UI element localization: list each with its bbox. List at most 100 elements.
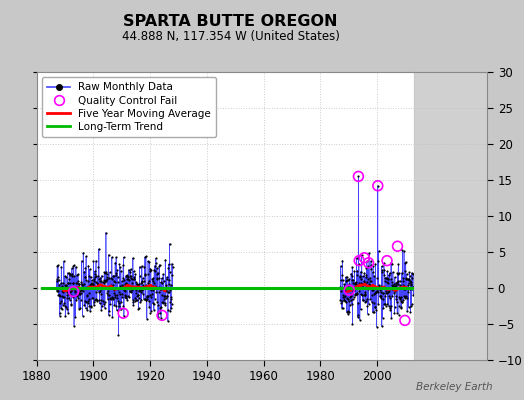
- Point: [337, 277, 345, 284]
- Point: [166, 308, 174, 314]
- Point: [157, 314, 165, 321]
- Point: [123, 273, 131, 280]
- Point: [152, 288, 160, 295]
- Point: [115, 303, 123, 309]
- Point: [146, 310, 155, 316]
- Point: [165, 261, 173, 268]
- Point: [140, 271, 149, 277]
- Point: [396, 295, 404, 302]
- Point: [356, 282, 364, 288]
- Point: [341, 293, 350, 300]
- Point: [162, 282, 170, 288]
- Point: [79, 284, 87, 290]
- Point: [352, 291, 360, 297]
- Point: [147, 294, 156, 300]
- Point: [386, 305, 394, 312]
- Point: [102, 276, 111, 283]
- Point: [369, 287, 377, 294]
- Point: [119, 303, 128, 309]
- Point: [70, 262, 78, 269]
- Point: [158, 300, 167, 306]
- Point: [384, 276, 392, 283]
- Point: [123, 276, 132, 282]
- Point: [92, 296, 101, 302]
- Point: [76, 288, 84, 294]
- Point: [340, 281, 348, 287]
- Point: [70, 322, 78, 329]
- Point: [389, 269, 397, 275]
- Point: [346, 284, 355, 290]
- Point: [151, 255, 160, 262]
- Point: [388, 282, 396, 288]
- Point: [165, 288, 173, 295]
- Point: [398, 299, 406, 305]
- Point: [135, 264, 144, 270]
- Point: [106, 300, 114, 307]
- Point: [156, 309, 164, 316]
- Point: [374, 248, 383, 254]
- Point: [401, 285, 409, 292]
- Point: [363, 303, 372, 309]
- Point: [376, 293, 385, 299]
- Point: [62, 286, 71, 293]
- Point: [398, 270, 406, 276]
- Point: [137, 289, 145, 295]
- Point: [366, 274, 374, 281]
- Point: [387, 260, 396, 267]
- Point: [409, 292, 418, 299]
- Point: [122, 295, 130, 301]
- Point: [97, 297, 105, 303]
- Point: [104, 252, 113, 258]
- Point: [144, 258, 152, 264]
- Point: [82, 293, 91, 299]
- Point: [66, 289, 74, 296]
- Point: [68, 273, 76, 280]
- Point: [346, 302, 354, 309]
- Point: [157, 285, 165, 292]
- Point: [121, 292, 129, 298]
- Point: [374, 258, 382, 264]
- Point: [53, 276, 61, 282]
- Point: [140, 284, 148, 291]
- Point: [379, 301, 388, 307]
- Point: [85, 282, 94, 288]
- Point: [125, 293, 133, 300]
- Point: [339, 277, 347, 283]
- Point: [146, 292, 154, 298]
- Point: [117, 268, 125, 274]
- Point: [91, 271, 100, 277]
- Point: [398, 278, 407, 284]
- Point: [76, 291, 84, 297]
- Point: [120, 276, 128, 283]
- Point: [79, 285, 87, 292]
- Point: [377, 283, 385, 290]
- Point: [93, 298, 101, 304]
- Point: [111, 259, 119, 266]
- Point: [160, 286, 169, 293]
- Point: [58, 293, 67, 299]
- Point: [395, 303, 403, 310]
- Point: [402, 271, 411, 277]
- Point: [109, 272, 117, 279]
- Point: [119, 313, 128, 319]
- Point: [141, 253, 150, 260]
- Point: [119, 310, 127, 316]
- Legend: Raw Monthly Data, Quality Control Fail, Five Year Moving Average, Long-Term Tren: Raw Monthly Data, Quality Control Fail, …: [42, 77, 216, 137]
- Point: [60, 273, 69, 279]
- Point: [388, 286, 396, 292]
- Point: [401, 294, 410, 300]
- Point: [69, 263, 78, 269]
- Point: [382, 288, 390, 295]
- Point: [127, 284, 135, 291]
- Point: [67, 271, 75, 277]
- Point: [62, 274, 70, 280]
- Point: [355, 258, 364, 264]
- Point: [124, 274, 132, 280]
- Point: [161, 293, 169, 299]
- Point: [361, 292, 369, 298]
- Point: [71, 288, 80, 294]
- Point: [144, 283, 152, 289]
- Point: [138, 279, 147, 286]
- Point: [71, 280, 80, 286]
- Point: [132, 271, 140, 277]
